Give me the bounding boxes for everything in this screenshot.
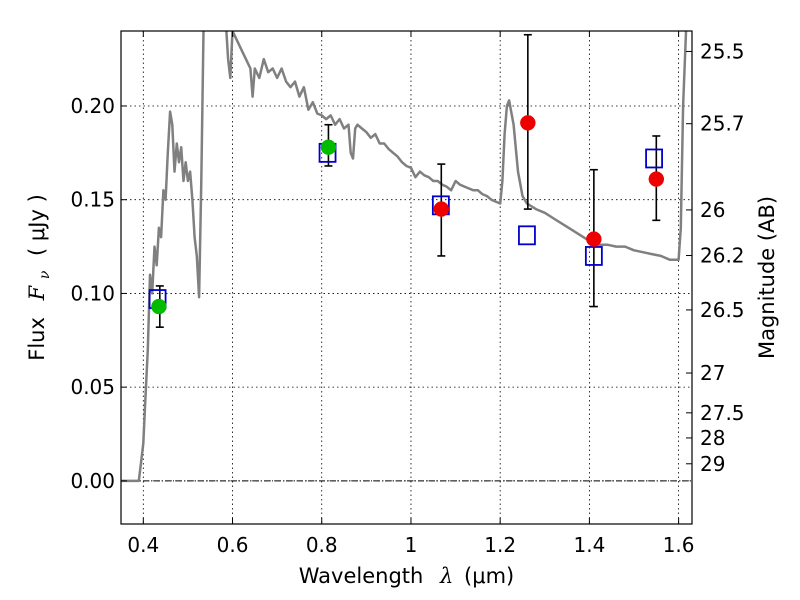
error-bars	[155, 33, 661, 328]
y-axis-title: Flux F ν ( μJy )	[25, 194, 54, 361]
x-axis-title-prefix: Wavelength	[299, 564, 424, 588]
y-tick-label: 0.20	[70, 94, 115, 118]
model-square-point	[645, 148, 663, 169]
y2-tick-label: 26.5	[700, 298, 745, 322]
y2-tick-label: 25.7	[700, 112, 745, 136]
observed-point	[648, 171, 665, 187]
y-axis-title-unit: ( μJy )	[25, 194, 49, 256]
y-tick-label: 0.10	[70, 281, 115, 305]
y2-axis-title: Magnitude (AB)	[755, 196, 779, 359]
y2-tick-label: 27	[700, 361, 725, 385]
y-axis-title-prefix: Flux	[25, 317, 49, 361]
y2-tick-label: 26	[700, 198, 725, 222]
model-square-point	[518, 225, 536, 246]
grid	[121, 31, 692, 524]
observed-point	[586, 231, 602, 247]
y2-tick-label: 26.2	[700, 244, 745, 268]
x-tick-label: 0.4	[127, 533, 159, 557]
y2-tick-label: 25.5	[700, 39, 745, 63]
observed-point	[433, 201, 450, 217]
x-axis: 0.4 0.6 0.8 1 1.2 1.4 1.6	[127, 31, 695, 557]
x-tick-label: 0.6	[217, 533, 249, 557]
y2-tick-label: 27.5	[700, 401, 745, 425]
plot-area	[121, 31, 688, 483]
x-tick-label: 1.6	[663, 533, 695, 557]
y-tick-label: 0.15	[70, 188, 115, 212]
x-axis-title: Wavelength λ (μm)	[299, 564, 514, 588]
x-tick-label: 0.8	[306, 533, 338, 557]
x-tick-label: 1	[405, 533, 418, 557]
plot-frame	[120, 30, 693, 525]
model-photometry	[148, 142, 663, 309]
y-axis-title-subscript: ν	[37, 270, 53, 279]
x-axis-title-symbol: λ	[439, 564, 453, 588]
y-axis: 0.00 0.05 0.10 0.15 0.20	[70, 94, 127, 493]
model-spectrum	[121, 31, 688, 483]
x-tick-label: 1.4	[573, 533, 605, 557]
x-tick-label: 1.2	[484, 533, 516, 557]
y2-tick-label: 28	[700, 426, 725, 450]
y-tick-label: 0.05	[70, 375, 115, 399]
observed-point	[320, 139, 337, 155]
observed-point	[520, 115, 536, 131]
y2-tick-label: 29	[700, 452, 725, 476]
spectrum-line	[121, 31, 688, 483]
x-axis-title-unit: (μm)	[464, 564, 514, 588]
y-tick-label: 0.00	[70, 469, 115, 493]
observed-photometry	[151, 115, 665, 315]
observed-point	[151, 298, 167, 315]
model-square-point	[584, 246, 603, 266]
y-axis-title-symbol: F	[25, 284, 49, 301]
